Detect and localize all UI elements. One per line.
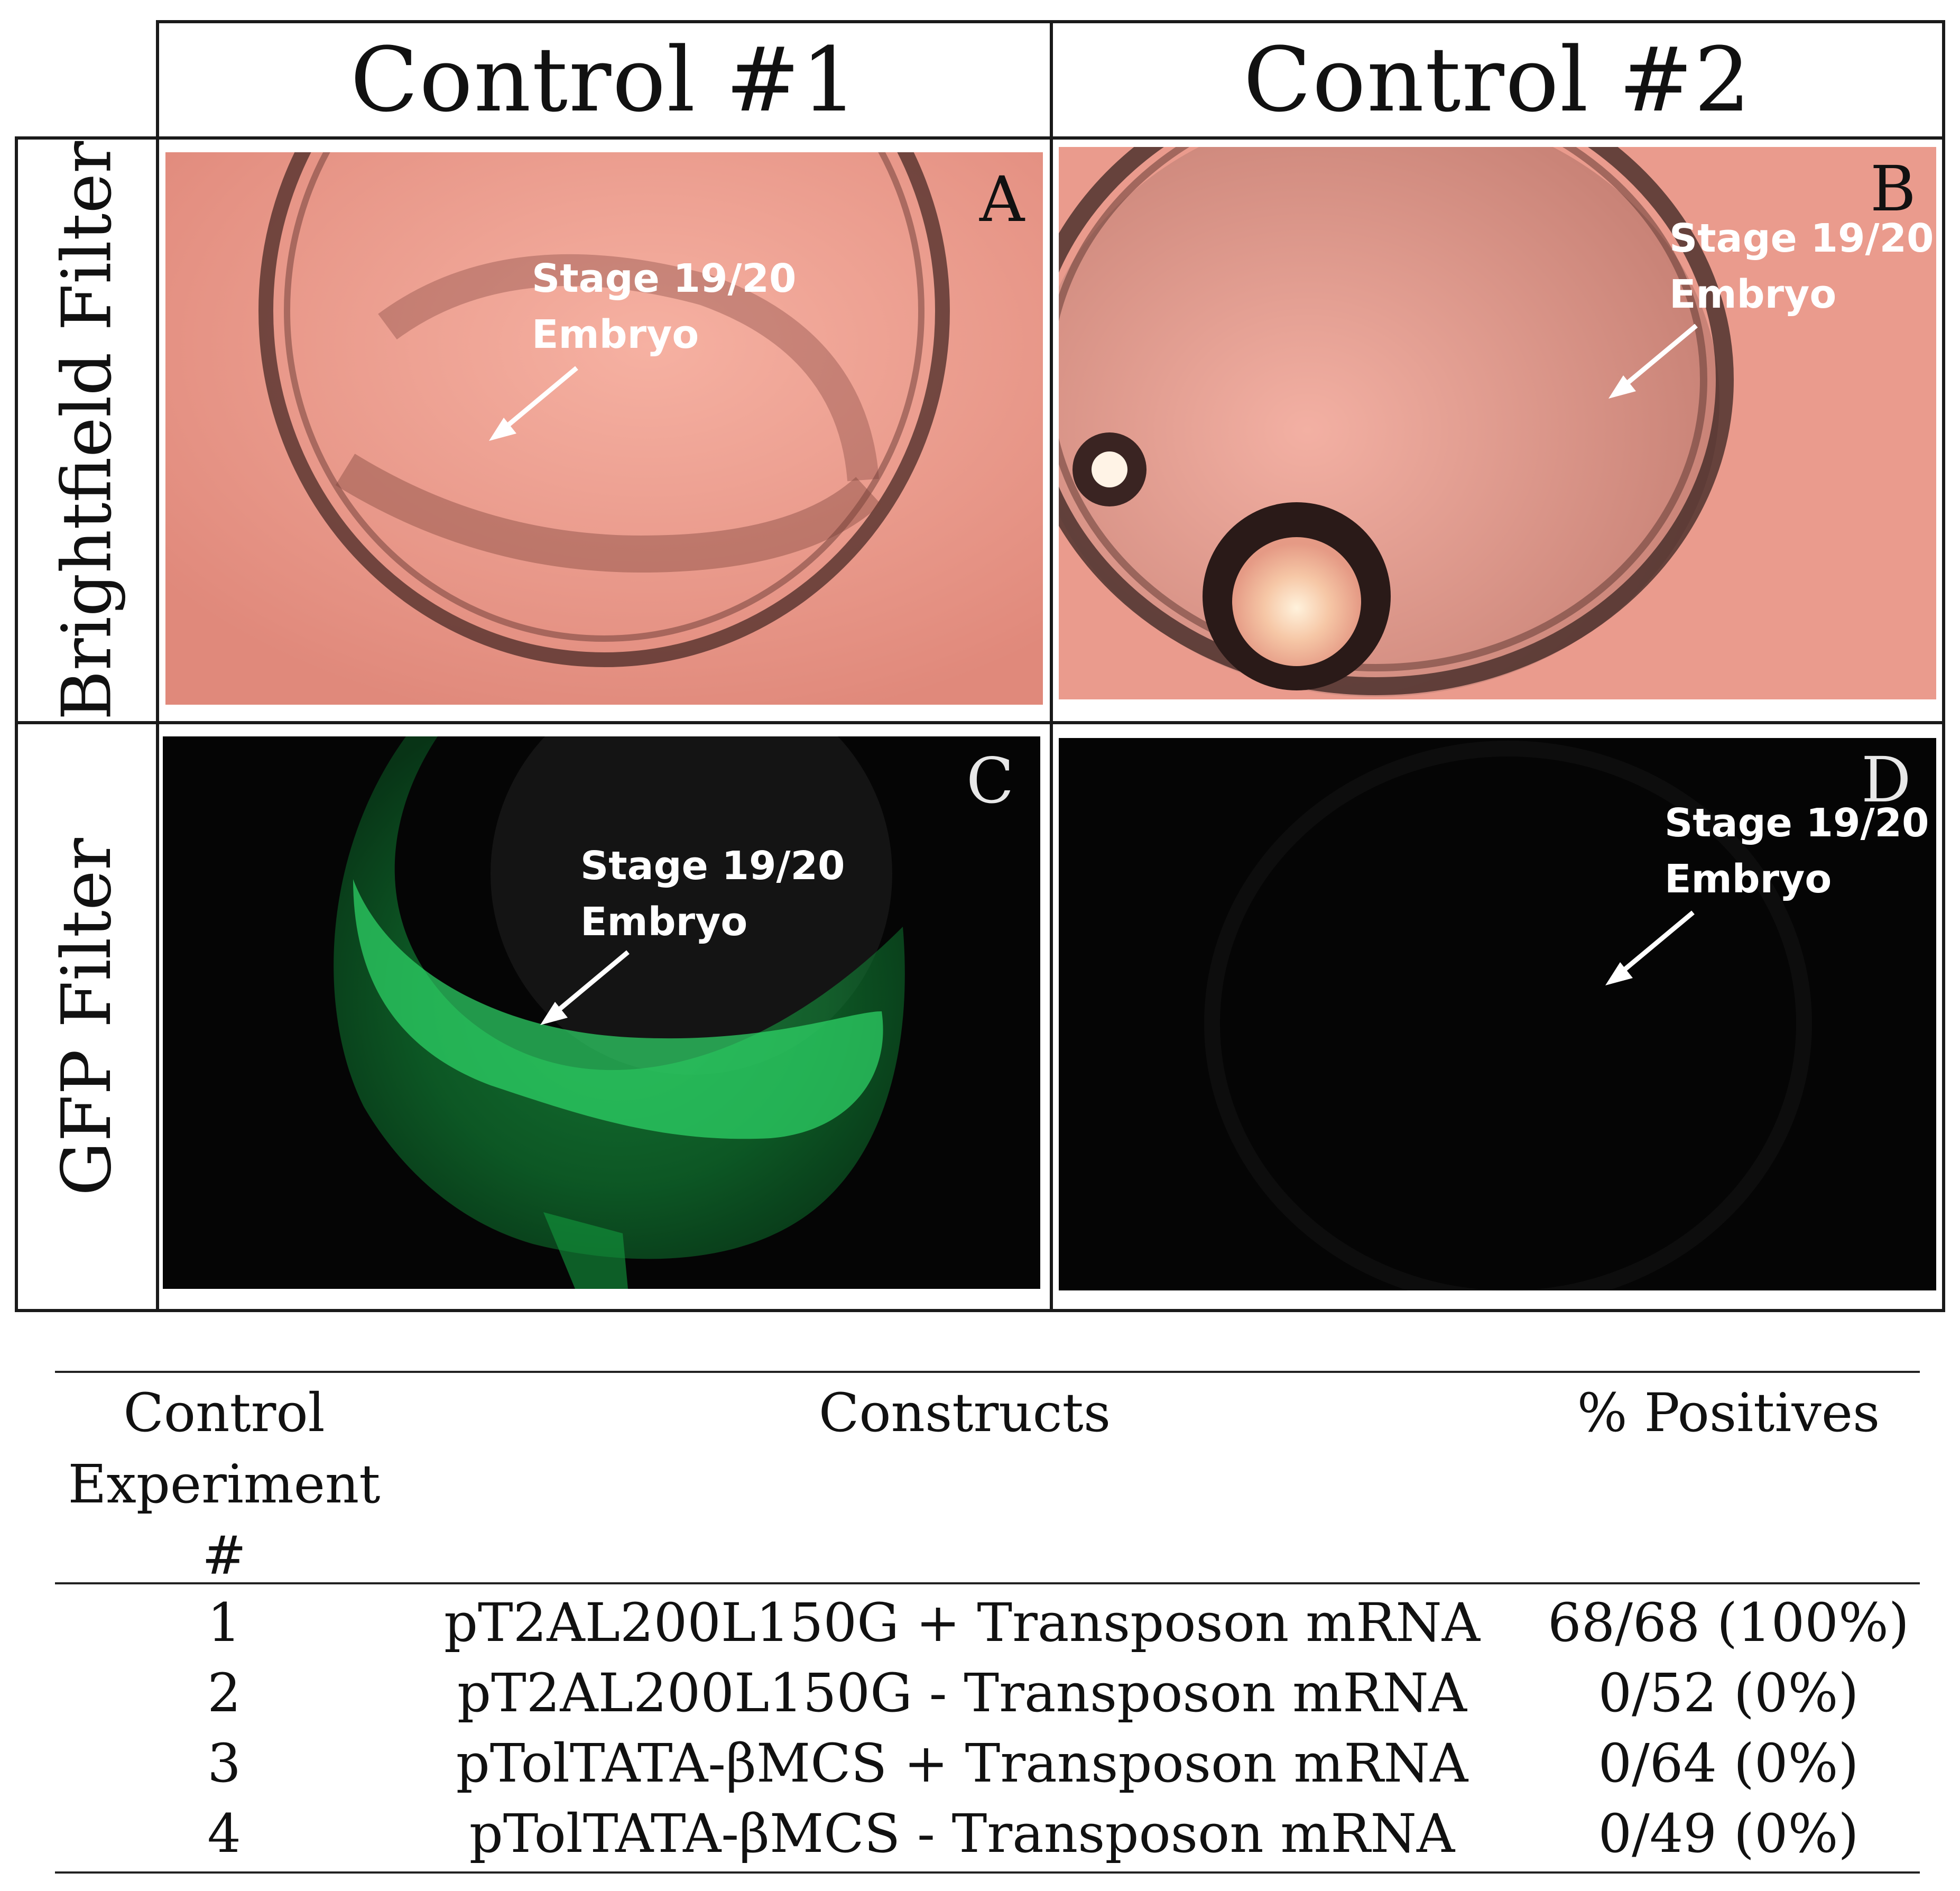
grid-line-center (1050, 20, 1053, 1312)
grid-line-bottom (15, 1309, 1945, 1312)
row-construct: pT2AL200L150G + Transposon mRNA (444, 1592, 1480, 1654)
header-experiment: Control Experiment # (68, 1382, 381, 1586)
row-number: 4 (207, 1803, 241, 1865)
grid-line-middle (15, 721, 1945, 724)
grid-line-right (1942, 20, 1945, 1312)
panel-d-image: D Stage 19/20 Embryo (1059, 738, 1936, 1290)
column-header-control-1: Control #1 (350, 28, 859, 132)
panel-a-stage-label: Stage 19/20 Embryo (532, 256, 797, 357)
row-header-brightfield: Brightfield Filter (18, 140, 156, 721)
row-construct: pTolTATA-βMCS + Transposon mRNA (456, 1732, 1468, 1794)
row-header-gfp-text: GFP Filter (48, 837, 126, 1196)
embryo-brightfield-a (165, 152, 1043, 705)
row-positives: 0/52 (0%) (1598, 1662, 1859, 1724)
embryo-gfp-d (1059, 738, 1936, 1290)
panel-b-stage-label: Stage 19/20 Embryo (1669, 216, 1934, 317)
panel-a-letter: A (979, 163, 1025, 236)
header-positives: % Positives (1577, 1382, 1880, 1444)
row-positives: 68/68 (100%) (1548, 1592, 1909, 1654)
panel-c-letter: C (966, 744, 1014, 817)
grid-line-label-col (156, 20, 159, 1312)
grid-line-left (15, 136, 18, 1312)
column-header-control-2: Control #2 (1243, 28, 1752, 132)
row-number: 1 (207, 1592, 241, 1654)
row-number: 3 (207, 1732, 241, 1794)
panel-b-image: B Stage 19/20 Embryo (1059, 147, 1936, 699)
panel-c-image: C Stage 19/20 Embryo (163, 736, 1040, 1289)
panel-c-stage-label: Stage 19/20 Embryo (580, 843, 845, 945)
table-header-rule (55, 1582, 1920, 1584)
embryo-brightfield-b (1059, 147, 1936, 699)
row-header-gfp: GFP Filter (18, 724, 156, 1309)
panel-d-stage-label: Stage 19/20 Embryo (1665, 800, 1929, 902)
table-bottom-rule (55, 1871, 1920, 1874)
grid-line-header-bottom (15, 136, 1945, 140)
embryo-gfp-c (163, 736, 1040, 1289)
arrow-icon (1608, 324, 1698, 399)
row-construct: pT2AL200L150G - Transposon mRNA (457, 1662, 1467, 1724)
panel-b-letter: B (1870, 152, 1916, 225)
row-positives: 0/49 (0%) (1598, 1803, 1859, 1865)
arrow-icon (540, 950, 630, 1025)
header-constructs: Constructs (818, 1382, 1111, 1444)
arrow-icon (489, 366, 578, 441)
arrow-icon (1605, 910, 1695, 985)
table-top-rule (55, 1371, 1920, 1373)
row-header-brightfield-text: Brightfield Filter (48, 141, 126, 720)
row-construct: pTolTATA-βMCS - Transposon mRNA (469, 1803, 1455, 1865)
row-positives: 0/64 (0%) (1598, 1732, 1859, 1794)
panel-d-letter: D (1861, 743, 1911, 816)
row-number: 2 (207, 1662, 241, 1724)
panel-a-image: A Stage 19/20 Embryo (165, 152, 1043, 705)
